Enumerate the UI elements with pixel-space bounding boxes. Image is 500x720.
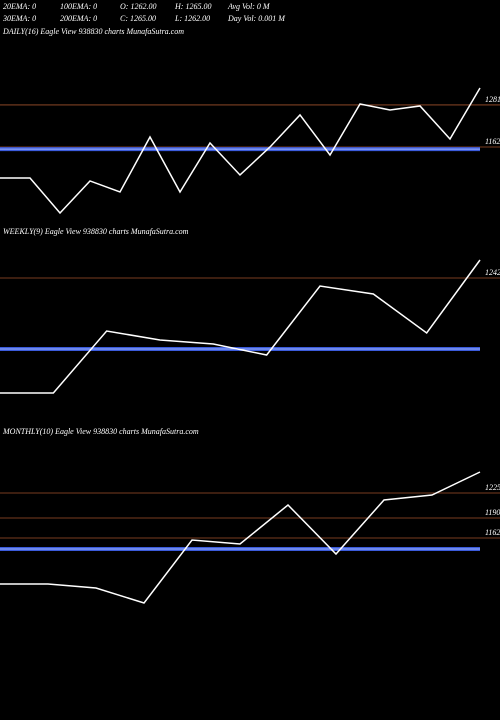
price-line — [0, 259, 481, 394]
header-stat: 200EMA: 0 — [60, 14, 97, 23]
header-stat: 100EMA: 0 — [60, 2, 97, 11]
y-tick-label: 1242 — [485, 268, 500, 277]
header-stat: Avg Vol: 0 M — [227, 2, 271, 11]
header-stat: L: 1262.00 — [174, 14, 210, 23]
panel-title: DAILY(16) Eagle View 938830 charts Munaf… — [2, 27, 184, 36]
y-tick-label: 1225 — [485, 483, 500, 492]
y-tick-label: 1190 — [485, 508, 500, 517]
panel-title: WEEKLY(9) Eagle View 938830 charts Munaf… — [3, 227, 189, 236]
price-line — [0, 87, 481, 215]
header-stat: O: 1262.00 — [120, 2, 156, 11]
header-stat: 20EMA: 0 — [3, 2, 36, 11]
y-tick-label: 1162 — [485, 137, 500, 146]
header-stat: C: 1265.00 — [120, 14, 156, 23]
price-line — [0, 471, 481, 604]
y-tick-label: 1162 — [485, 528, 500, 537]
header-stat: 30EMA: 0 — [2, 14, 36, 23]
header-stat: Day Vol: 0.001 M — [227, 14, 286, 23]
panel-title: MONTHLY(10) Eagle View 938830 charts Mun… — [2, 427, 199, 436]
header-stat: H: 1265.00 — [174, 2, 211, 11]
y-tick-label: 1281 — [485, 95, 500, 104]
